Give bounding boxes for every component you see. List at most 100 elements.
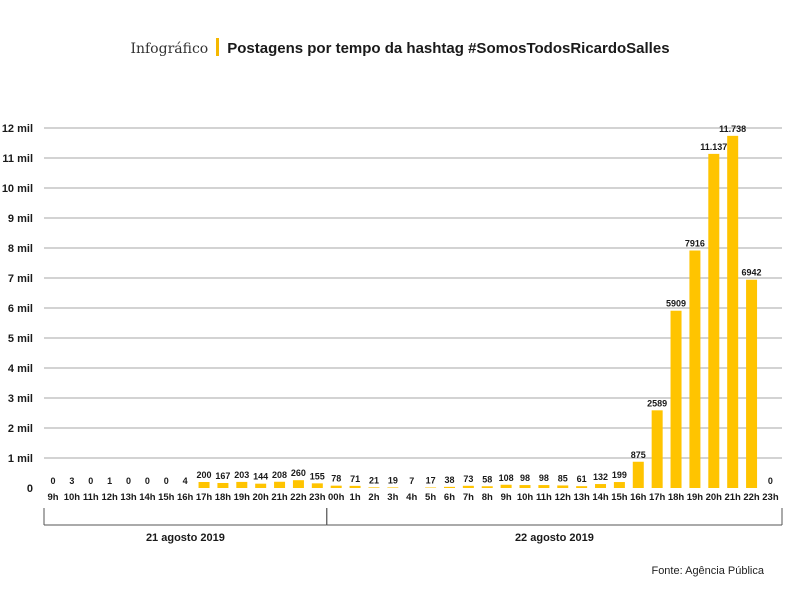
data-label: 260 (291, 468, 306, 478)
x-tick-label: 4h (406, 492, 417, 503)
x-tick-label: 17h (649, 492, 666, 503)
bar (311, 483, 323, 488)
data-label: 6942 (742, 268, 762, 278)
bar (538, 485, 550, 488)
data-label: 2589 (647, 398, 667, 408)
data-label: 61 (577, 474, 587, 484)
x-tick-label: 13h (120, 492, 137, 503)
x-tick-label: 15h (611, 492, 628, 503)
data-label: 11.137 (700, 142, 727, 152)
x-tick-label: 19h (687, 492, 704, 503)
x-tick-label: 2h (368, 492, 379, 503)
data-label: 199 (612, 470, 627, 480)
chart-header: Infográfico Postagens por tempo da hashta… (0, 38, 800, 58)
data-label: 38 (444, 475, 454, 485)
x-tick-label: 16h (630, 492, 647, 503)
x-tick-label: 8h (482, 492, 493, 503)
data-label: 78 (331, 474, 341, 484)
y-tick-label: 8 mil (8, 243, 33, 255)
x-tick-label: 18h (215, 492, 232, 503)
data-label: 155 (310, 471, 325, 481)
x-tick-label: 10h (64, 492, 81, 503)
x-tick-label: 9h (501, 492, 512, 503)
data-label: 0 (164, 476, 169, 486)
x-tick-label: 11h (536, 492, 552, 503)
x-tick-label: 11h (83, 492, 99, 503)
y-tick-label: 1 mil (8, 453, 33, 465)
data-label: 4 (183, 476, 188, 486)
y-tick-label: 7 mil (8, 273, 33, 285)
y-tick-label: 4 mil (8, 363, 33, 375)
data-label: 7916 (685, 239, 705, 249)
bar (217, 482, 229, 488)
bar (443, 486, 455, 488)
data-label: 208 (272, 470, 287, 480)
bar (708, 153, 720, 488)
bar (613, 482, 625, 488)
data-label: 167 (215, 471, 230, 481)
bar (330, 485, 342, 488)
y-tick-label: 2 mil (8, 423, 33, 435)
bar (368, 487, 380, 488)
bar (500, 484, 512, 488)
data-label: 0 (126, 476, 131, 486)
bar (236, 481, 248, 488)
x-tick-label: 21h (724, 492, 741, 503)
x-tick-label: 3h (387, 492, 398, 503)
bar (576, 486, 588, 488)
bar (425, 487, 437, 488)
group-label: 22 agosto 2019 (515, 532, 594, 544)
date-groups: 21 agosto 2019 22 agosto 2019 (43, 508, 783, 544)
data-label: 203 (234, 470, 249, 480)
bar (595, 484, 607, 488)
data-label: 108 (499, 473, 514, 483)
data-label: 71 (350, 474, 360, 484)
x-tick-label: 1h (350, 492, 361, 503)
data-label: 73 (463, 474, 473, 484)
y-tick-label: 6 mil (8, 303, 33, 315)
y-tick-label: 10 mil (2, 183, 33, 195)
x-tick-label: 00h (328, 492, 345, 503)
data-label: 17 (426, 475, 436, 485)
bar (387, 487, 399, 488)
data-label: 98 (539, 473, 549, 483)
x-tick-label: 23h (762, 492, 779, 503)
y-tick-label: 5 mil (8, 333, 33, 345)
x-tick-label: 9h (47, 492, 58, 503)
x-tick-label: 19h (234, 492, 251, 503)
bar (349, 485, 361, 488)
x-tick-label: 23h (309, 492, 326, 503)
data-label: 0 (50, 476, 55, 486)
x-tick-label: 20h (706, 492, 723, 503)
bar (632, 461, 644, 488)
data-label: 200 (197, 470, 212, 480)
source-note: Fonte: Agência Pública (651, 565, 764, 577)
data-label: 0 (88, 476, 93, 486)
bar (519, 485, 531, 488)
data-label: 7 (409, 476, 414, 486)
y-tick-label: 9 mil (8, 213, 33, 225)
data-label: 98 (520, 473, 530, 483)
bars (198, 135, 758, 489)
x-tick-label: 22h (290, 492, 307, 503)
y-tick-label: 12 mil (2, 123, 33, 135)
data-label: 144 (253, 472, 268, 482)
bar (689, 250, 701, 488)
date-group: 22 agosto 2019 (326, 508, 783, 544)
bar (727, 135, 739, 489)
x-tick-label: 17h (196, 492, 213, 503)
data-label: 11.738 (719, 124, 746, 134)
bar (651, 410, 663, 488)
data-label: 0 (768, 476, 773, 486)
x-axis: 9h 10h 11h 12h 13h 14h 15h 16h 17h 18h 19h 20h 21h 22… (47, 492, 778, 503)
x-tick-label: 16h (177, 492, 194, 503)
y-axis: 0 1 mil 2 mil 3 mil 4 mil 5 mil 6 mil 7 mil 8 mi… (2, 123, 33, 495)
y-tick-label: 11 mil (2, 153, 33, 165)
data-labels: 0 3 0 1 0 0 0 4 200 167 203 144 208 260 155 78 71 21 19 7 17… (50, 124, 772, 486)
x-tick-label: 22h (743, 492, 760, 503)
x-tick-label: 6h (444, 492, 455, 503)
x-tick-label: 10h (517, 492, 534, 503)
x-tick-label: 14h (139, 492, 156, 503)
data-label: 5909 (666, 299, 686, 309)
bar (198, 482, 210, 488)
